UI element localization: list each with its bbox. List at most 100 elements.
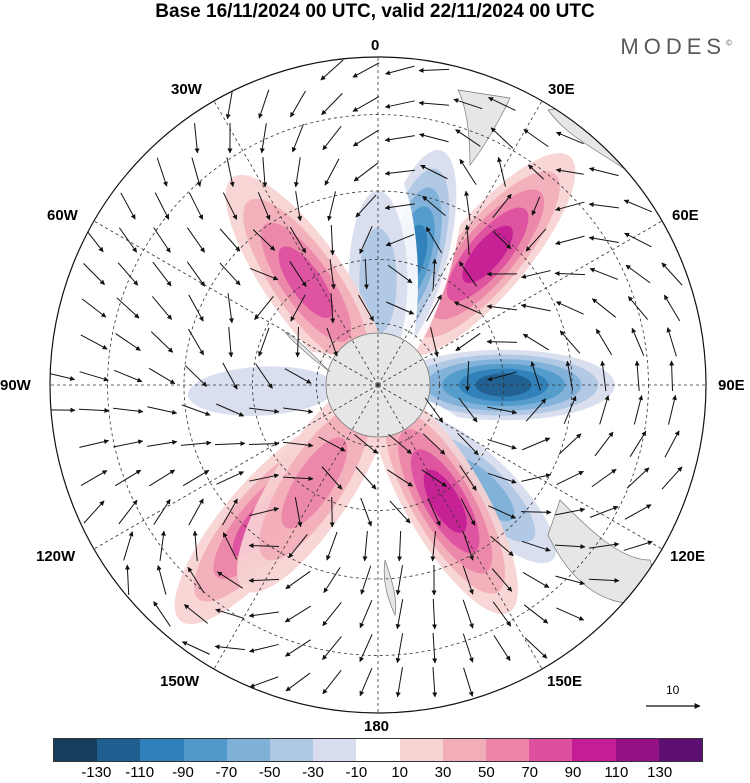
wind-arrow <box>183 604 208 624</box>
wind-arrow <box>565 360 574 391</box>
wind-arrow <box>123 531 134 561</box>
wind-arrow <box>389 500 411 524</box>
wind-arrow <box>464 224 470 255</box>
wind-arrow <box>555 301 584 315</box>
wind-arrow <box>663 294 681 322</box>
wind-arrow <box>249 267 279 281</box>
wind-arrow <box>421 469 447 487</box>
wind-arrow <box>282 476 314 482</box>
lon-label-60w: 60W <box>47 207 78 224</box>
wind-arrow <box>669 360 675 392</box>
wind-arrow <box>324 158 340 186</box>
wind-arrow <box>326 327 338 357</box>
lon-label-0: 0 <box>371 37 380 54</box>
wind-arrow <box>624 504 652 520</box>
wind-arrow <box>422 195 446 217</box>
wind-arrow <box>624 232 652 248</box>
colorbar-tick-label: 70 <box>521 764 538 781</box>
colorbar-tick-label: -90 <box>172 764 194 781</box>
wind-arrow <box>354 434 379 454</box>
wind-arrow <box>492 601 512 627</box>
reference-vector-label: 10 <box>666 683 680 697</box>
wind-arrow <box>589 267 619 280</box>
wind-arrow <box>559 330 581 354</box>
colorbar-swatch <box>399 739 443 761</box>
colorbar-tick-label: -10 <box>345 764 368 781</box>
wind-arrow <box>521 473 552 482</box>
colorbar-swatch <box>658 739 703 761</box>
colorbar-tick-label: 30 <box>434 764 452 781</box>
wind-arrow <box>184 365 208 387</box>
wind-arrow <box>661 466 683 490</box>
wind-arrow <box>79 371 109 382</box>
wind-arrow <box>430 531 437 562</box>
wind-arrow <box>521 540 551 552</box>
wind-arrow <box>555 235 585 246</box>
wind-arrow <box>283 407 314 414</box>
colorbar-swatch <box>140 739 184 761</box>
wind-arrow <box>80 470 108 486</box>
wind-arrow <box>600 360 607 391</box>
wind-arrow <box>384 203 415 210</box>
wind-arrow <box>352 129 379 147</box>
wind-arrow <box>295 191 303 222</box>
wind-arrow <box>384 135 415 143</box>
wind-arrow <box>355 194 377 218</box>
wind-arrow <box>321 92 343 116</box>
wind-arrow <box>322 125 342 151</box>
wind-arrow <box>555 131 584 145</box>
wind-arrow <box>249 407 280 414</box>
wind-arrow <box>214 644 245 651</box>
wind-arrow <box>222 498 238 526</box>
wind-arrow <box>262 157 268 188</box>
wind-arrow <box>623 199 653 213</box>
wind-arrow <box>115 333 141 351</box>
wind-arrow <box>254 296 274 321</box>
wind-arrow <box>395 599 404 630</box>
wind-arrow <box>563 395 577 425</box>
map-boundary <box>49 56 707 714</box>
colorbar-swatch <box>226 739 271 761</box>
wind-arrow <box>424 397 444 423</box>
wind-arrow <box>248 643 279 653</box>
wind-arrow <box>113 439 144 448</box>
anomaly-contour <box>281 437 348 529</box>
wind-arrow <box>425 226 443 254</box>
wind-arrow <box>360 565 372 595</box>
wind-arrow <box>216 403 245 417</box>
wind-arrow <box>249 473 280 482</box>
wind-arrow <box>432 632 438 664</box>
wind-arrow <box>591 298 617 318</box>
wind-arrow <box>594 431 614 457</box>
wind-arrow <box>116 297 140 319</box>
wind-arrow <box>359 634 373 663</box>
colorbar-swatch <box>54 739 98 761</box>
wind-arrow <box>153 601 171 627</box>
wind-arrow <box>284 605 312 623</box>
lon-label-30e: 30E <box>548 81 575 98</box>
wind-arrow <box>661 262 683 286</box>
wind-arrow <box>462 531 474 561</box>
wind-arrow <box>78 408 110 414</box>
wind-arrow <box>528 164 544 180</box>
wind-arrow <box>497 156 506 187</box>
wind-arrow <box>520 509 552 515</box>
wind-arrow <box>460 498 476 526</box>
map-title: Base 16/11/2024 00 UTC, valid 22/11/2024… <box>155 1 595 22</box>
wind-arrow <box>352 62 380 78</box>
colorbar-swatch <box>270 739 314 761</box>
wind-arrow <box>114 469 142 487</box>
wind-arrow <box>465 360 471 392</box>
meridian-line <box>93 220 379 386</box>
wind-arrow <box>492 230 512 250</box>
wind-arrow <box>285 639 311 657</box>
polar-map <box>49 56 707 714</box>
colorbar <box>53 738 703 762</box>
wind-arrow <box>249 676 279 688</box>
wind-arrow <box>248 543 280 549</box>
wind-arrow <box>124 564 130 596</box>
anomaly-contour <box>462 225 513 284</box>
colorbar-tick-label: -110 <box>125 764 155 781</box>
wind-arrow <box>188 192 204 220</box>
wind-arrow <box>318 436 346 452</box>
